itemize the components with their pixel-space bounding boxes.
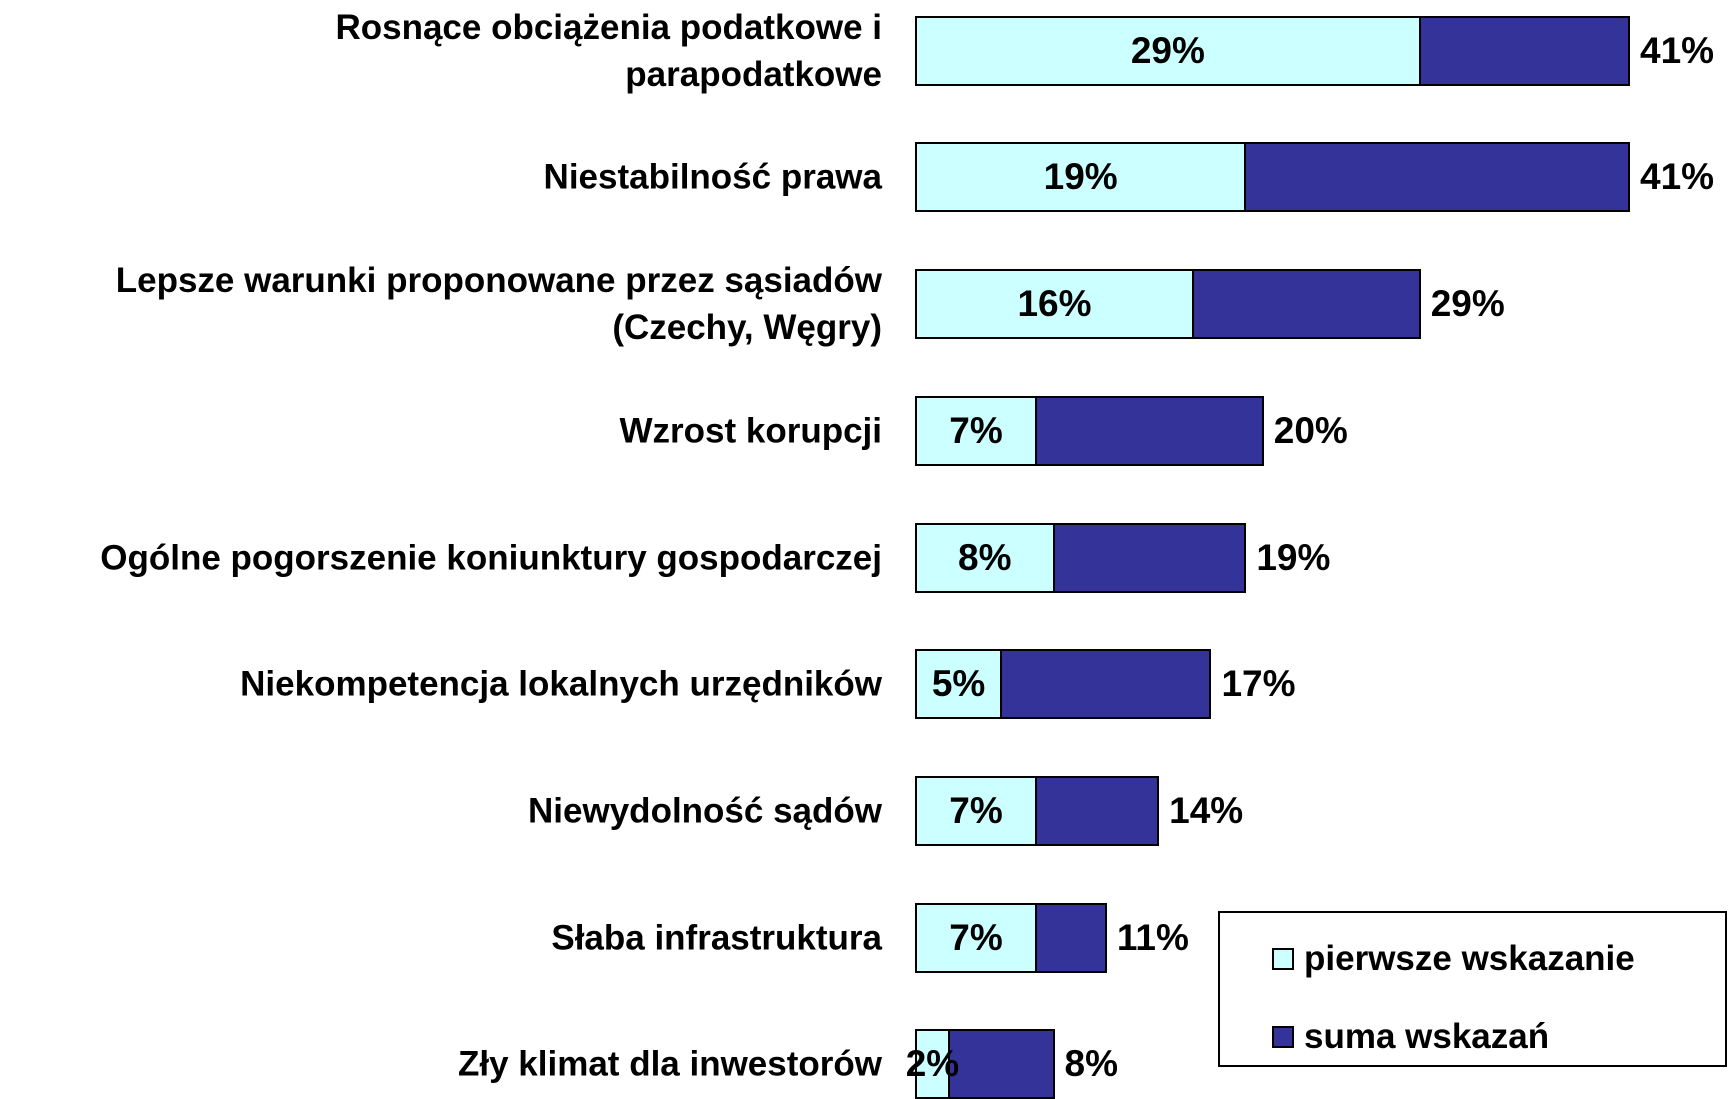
page: Rosnące obciążenia podatkowe i parapodat… — [0, 0, 1729, 1096]
value-label: 8% — [1065, 1043, 1118, 1085]
category-label: Rosnące obciążenia podatkowe i parapodat… — [335, 4, 882, 98]
category-label: Niewydolność sądów — [528, 787, 882, 834]
value-label: 7% — [949, 917, 1002, 959]
value-label: 5% — [932, 663, 985, 705]
legend-swatch — [1272, 948, 1294, 970]
legend-swatch — [1272, 1026, 1294, 1048]
value-label: 7% — [949, 410, 1002, 452]
value-label: 2% — [906, 1043, 959, 1085]
category-label: Zły klimat dla inwestorów — [458, 1041, 882, 1088]
category-label: Ogólne pogorszenie koniunktury gospodarc… — [100, 534, 882, 581]
legend-item: pierwsze wskazanie — [1272, 939, 1635, 979]
category-label: Wzrost korupcji — [619, 407, 882, 454]
value-label: 41% — [1640, 30, 1714, 72]
value-label: 29% — [1431, 283, 1505, 325]
legend: pierwsze wskazanie suma wskazań — [1218, 911, 1727, 1067]
value-label: 29% — [1131, 30, 1205, 72]
value-label: 16% — [1017, 283, 1091, 325]
value-label: 11% — [1117, 917, 1189, 959]
value-label: 20% — [1274, 410, 1348, 452]
value-label: 19% — [1256, 537, 1330, 579]
category-label: Niestabilność prawa — [544, 154, 882, 201]
value-label: 14% — [1169, 790, 1243, 832]
value-label: 8% — [958, 537, 1011, 579]
value-label: 17% — [1221, 663, 1295, 705]
legend-label: pierwsze wskazanie — [1304, 939, 1635, 979]
category-label: Lepsze warunki proponowane przez sąsiadó… — [116, 257, 882, 351]
category-label: Słaba infrastruktura — [551, 914, 882, 961]
legend-item: suma wskazań — [1272, 1017, 1549, 1057]
legend-label: suma wskazań — [1304, 1017, 1549, 1057]
value-label: 41% — [1640, 156, 1714, 198]
value-label: 19% — [1044, 156, 1118, 198]
value-label: 7% — [949, 790, 1002, 832]
category-label: Niekompetencja lokalnych urzędników — [240, 661, 882, 708]
